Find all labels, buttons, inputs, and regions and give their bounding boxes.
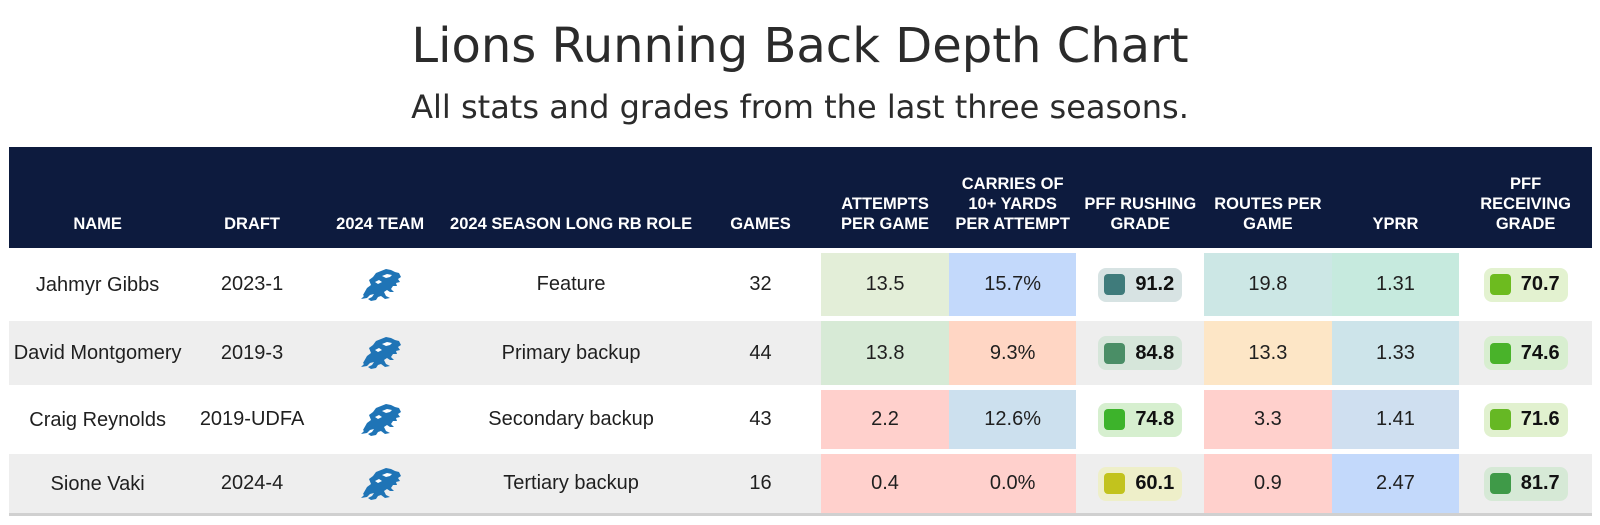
player-name: Sione Vaki	[9, 449, 187, 516]
receiving-grade-badge: 71.6	[1483, 402, 1568, 437]
detroit-lions-logo-icon	[318, 403, 443, 437]
rushing-grade-swatch	[1104, 473, 1126, 494]
receiving-grade-swatch	[1489, 342, 1511, 364]
header-row: NAME DRAFT 2024 TEAM 2024 SEASON LONG RB…	[9, 147, 1592, 248]
table-row: Craig Reynolds 2019-UDFA Secondary backu…	[9, 385, 1592, 449]
chart-subtitle: All stats and grades from the last three…	[411, 88, 1189, 126]
rushing-grade-value: 60.1	[1135, 472, 1175, 494]
role-cell: Secondary backup	[442, 385, 700, 449]
attempts-cell: 13.5	[821, 248, 949, 316]
player-name: David Montgomery	[9, 316, 187, 385]
rushing-grade-cell: 60.1	[1076, 449, 1205, 516]
rushing-grade-swatch	[1104, 342, 1126, 364]
table-row: David Montgomery 2019-3 Primary backup 4…	[9, 316, 1592, 385]
receiving-grade-cell: 71.6	[1459, 385, 1592, 449]
team-logo-cell	[317, 316, 443, 385]
yprr-cell: 1.33	[1331, 316, 1460, 385]
routes-cell: 0.9	[1204, 449, 1332, 516]
table-row: Sione Vaki 2024-4 Tertiary backup 16 0.4…	[9, 449, 1592, 516]
receiving-grade-cell: 74.6	[1459, 316, 1592, 385]
team-logo-cell	[317, 449, 443, 516]
player-name: Jahmyr Gibbs	[9, 248, 187, 316]
carries10-cell: 12.6%	[948, 385, 1077, 449]
col-header-role[interactable]: 2024 SEASON LONG RB ROLE	[442, 147, 700, 248]
yprr-cell: 1.41	[1331, 385, 1460, 449]
col-header-routes[interactable]: ROUTES PER GAME	[1204, 147, 1332, 248]
col-header-games[interactable]: GAMES	[699, 147, 822, 248]
col-header-yprr[interactable]: YPRR	[1331, 147, 1460, 248]
receiving-grade-value: 74.6	[1520, 341, 1560, 364]
carries10-cell: 9.3%	[948, 316, 1077, 385]
col-header-receiving-grade[interactable]: PFF RECEIVING GRADE	[1459, 147, 1592, 248]
receiving-grade-swatch	[1489, 409, 1511, 430]
receiving-grade-badge: 74.6	[1483, 336, 1568, 370]
rushing-grade-cell: 84.8	[1076, 316, 1205, 385]
attempts-cell: 13.8	[821, 316, 949, 385]
team-logo-cell	[317, 248, 443, 316]
detroit-lions-logo-icon	[318, 268, 443, 302]
receiving-grade-value: 70.7	[1520, 273, 1560, 295]
draft-cell: 2019-3	[186, 316, 318, 385]
receiving-grade-badge: 81.7	[1483, 466, 1568, 501]
draft-cell: 2024-4	[186, 449, 318, 516]
col-header-attempts[interactable]: ATTEMPTS PER GAME	[821, 147, 949, 248]
carries10-cell: 15.7%	[948, 248, 1077, 316]
rushing-grade-swatch	[1104, 409, 1126, 430]
receiving-grade-swatch	[1489, 473, 1511, 494]
detroit-lions-logo-icon	[318, 467, 443, 501]
player-name: Craig Reynolds	[9, 385, 187, 449]
col-header-rushing-grade[interactable]: PFF RUSHING GRADE	[1076, 147, 1205, 248]
yprr-cell: 2.47	[1331, 449, 1460, 516]
rushing-grade-badge: 84.8	[1098, 336, 1183, 370]
team-logo-cell	[317, 385, 443, 449]
col-header-name[interactable]: NAME	[9, 147, 187, 248]
rushing-grade-cell: 91.2	[1076, 248, 1205, 316]
table-row: Jahmyr Gibbs 2023-1 Feature 32 13.5 15.7…	[9, 248, 1592, 316]
receiving-grade-badge: 70.7	[1483, 267, 1568, 302]
role-cell: Primary backup	[442, 316, 700, 385]
yprr-cell: 1.31	[1331, 248, 1460, 316]
routes-cell: 3.3	[1204, 385, 1332, 449]
detroit-lions-logo-icon	[318, 336, 443, 370]
col-header-team[interactable]: 2024 TEAM	[317, 147, 443, 248]
games-cell: 32	[699, 248, 822, 316]
draft-cell: 2019-UDFA	[186, 385, 318, 449]
role-cell: Feature	[442, 248, 700, 316]
routes-cell: 13.3	[1204, 316, 1332, 385]
rushing-grade-value: 74.8	[1135, 408, 1175, 430]
routes-cell: 19.8	[1204, 248, 1332, 316]
rushing-grade-value: 84.8	[1135, 341, 1175, 364]
rushing-grade-badge: 91.2	[1098, 267, 1183, 302]
col-header-draft[interactable]: DRAFT	[186, 147, 318, 248]
rushing-grade-badge: 74.8	[1098, 402, 1183, 437]
receiving-grade-cell: 70.7	[1459, 248, 1592, 316]
receiving-grade-value: 81.7	[1520, 472, 1560, 494]
role-cell: Tertiary backup	[442, 449, 700, 516]
receiving-grade-cell: 81.7	[1459, 449, 1592, 516]
receiving-grade-value: 71.6	[1520, 408, 1560, 430]
rushing-grade-swatch	[1104, 274, 1126, 295]
depth-chart-table: NAME DRAFT 2024 TEAM 2024 SEASON LONG RB…	[9, 147, 1592, 516]
receiving-grade-swatch	[1489, 274, 1511, 295]
rushing-grade-value: 91.2	[1135, 273, 1175, 295]
games-cell: 16	[699, 449, 822, 516]
rushing-grade-cell: 74.8	[1076, 385, 1205, 449]
games-cell: 43	[699, 385, 822, 449]
carries10-cell: 0.0%	[948, 449, 1077, 516]
draft-cell: 2023-1	[186, 248, 318, 316]
col-header-carries10[interactable]: CARRIES OF 10+ YARDS PER ATTEMPT	[948, 147, 1077, 248]
chart-title: Lions Running Back Depth Chart	[411, 18, 1189, 74]
games-cell: 44	[699, 316, 822, 385]
rushing-grade-badge: 60.1	[1098, 466, 1183, 501]
attempts-cell: 2.2	[821, 385, 949, 449]
attempts-cell: 0.4	[821, 449, 949, 516]
